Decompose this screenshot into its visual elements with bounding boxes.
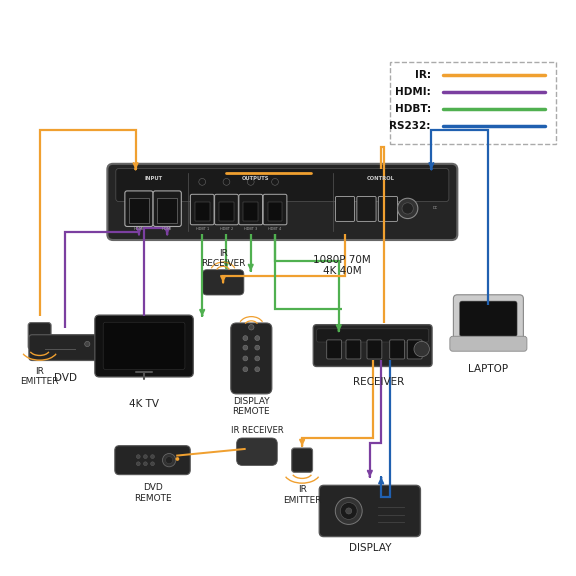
- Circle shape: [199, 179, 206, 185]
- Text: IR
RECEIVER: IR RECEIVER: [201, 249, 245, 268]
- FancyBboxPatch shape: [460, 301, 517, 337]
- FancyBboxPatch shape: [231, 323, 272, 394]
- FancyBboxPatch shape: [157, 198, 177, 222]
- Text: DVD: DVD: [54, 373, 77, 383]
- Circle shape: [223, 179, 230, 185]
- FancyBboxPatch shape: [215, 194, 238, 225]
- FancyBboxPatch shape: [195, 202, 210, 221]
- FancyBboxPatch shape: [367, 340, 382, 359]
- Circle shape: [143, 454, 147, 458]
- FancyBboxPatch shape: [335, 196, 355, 221]
- FancyBboxPatch shape: [28, 323, 51, 350]
- Circle shape: [162, 453, 176, 467]
- Circle shape: [255, 336, 260, 340]
- Text: RS232:: RS232:: [389, 121, 431, 131]
- FancyBboxPatch shape: [357, 196, 376, 221]
- Circle shape: [151, 462, 154, 465]
- Text: HDBT 3: HDBT 3: [244, 227, 257, 231]
- Text: DISPLAY: DISPLAY: [348, 543, 391, 552]
- Circle shape: [272, 179, 278, 185]
- Text: HDMI:: HDMI:: [395, 87, 431, 97]
- FancyBboxPatch shape: [346, 340, 361, 359]
- FancyBboxPatch shape: [95, 315, 194, 377]
- Text: IR RECEIVER: IR RECEIVER: [230, 426, 283, 435]
- FancyBboxPatch shape: [291, 448, 313, 472]
- FancyBboxPatch shape: [378, 196, 397, 221]
- Circle shape: [247, 179, 254, 185]
- FancyBboxPatch shape: [263, 194, 287, 225]
- FancyBboxPatch shape: [389, 62, 556, 144]
- Text: DVD
REMOTE: DVD REMOTE: [134, 483, 171, 503]
- Circle shape: [255, 356, 260, 361]
- FancyBboxPatch shape: [202, 270, 244, 295]
- Circle shape: [346, 508, 352, 514]
- FancyBboxPatch shape: [450, 336, 527, 351]
- Circle shape: [176, 457, 179, 461]
- FancyBboxPatch shape: [317, 329, 429, 342]
- FancyBboxPatch shape: [115, 446, 190, 475]
- Text: 1080P 70M
4K 40M: 1080P 70M 4K 40M: [313, 255, 371, 276]
- FancyBboxPatch shape: [319, 486, 420, 537]
- Circle shape: [255, 345, 260, 350]
- Text: HDBT 2: HDBT 2: [220, 227, 233, 231]
- Circle shape: [243, 336, 248, 340]
- FancyBboxPatch shape: [153, 191, 181, 226]
- Text: HDBT 1: HDBT 1: [196, 227, 209, 231]
- Circle shape: [397, 198, 418, 218]
- Text: CONTROL: CONTROL: [366, 176, 395, 181]
- Text: DISPLAY
REMOTE: DISPLAY REMOTE: [233, 397, 270, 416]
- Text: HDMI: HDMI: [162, 227, 172, 231]
- Text: HDMI: HDMI: [134, 227, 144, 231]
- Text: LAPTOP: LAPTOP: [468, 363, 509, 374]
- Circle shape: [85, 342, 90, 347]
- FancyBboxPatch shape: [239, 194, 263, 225]
- FancyBboxPatch shape: [313, 325, 432, 366]
- Text: HDBT:: HDBT:: [395, 104, 431, 114]
- Circle shape: [243, 356, 248, 361]
- Circle shape: [414, 342, 429, 357]
- FancyBboxPatch shape: [219, 202, 234, 221]
- FancyBboxPatch shape: [125, 191, 153, 226]
- Circle shape: [243, 345, 248, 350]
- FancyBboxPatch shape: [327, 340, 342, 359]
- FancyBboxPatch shape: [244, 202, 258, 221]
- FancyBboxPatch shape: [190, 194, 214, 225]
- FancyBboxPatch shape: [407, 340, 422, 359]
- Text: IR
EMITTER: IR EMITTER: [20, 367, 59, 386]
- Text: HDBT 4: HDBT 4: [268, 227, 282, 231]
- FancyBboxPatch shape: [390, 340, 404, 359]
- Circle shape: [402, 203, 414, 214]
- Text: RECEIVER: RECEIVER: [353, 377, 404, 387]
- FancyBboxPatch shape: [29, 335, 101, 361]
- Text: INPUT: INPUT: [145, 176, 162, 181]
- Circle shape: [340, 502, 357, 520]
- Circle shape: [137, 454, 140, 458]
- Circle shape: [255, 367, 260, 372]
- FancyBboxPatch shape: [129, 198, 149, 222]
- Circle shape: [165, 457, 173, 464]
- Text: IR
EMITTER: IR EMITTER: [283, 486, 321, 505]
- Circle shape: [335, 498, 362, 524]
- Text: IR:: IR:: [415, 70, 431, 80]
- FancyBboxPatch shape: [453, 295, 524, 343]
- Circle shape: [137, 462, 140, 465]
- FancyBboxPatch shape: [107, 164, 457, 240]
- FancyBboxPatch shape: [103, 322, 185, 369]
- Circle shape: [249, 325, 254, 330]
- FancyBboxPatch shape: [116, 169, 449, 202]
- Circle shape: [143, 462, 147, 465]
- FancyBboxPatch shape: [268, 202, 282, 221]
- FancyBboxPatch shape: [237, 438, 277, 465]
- Circle shape: [151, 454, 154, 458]
- Text: 4K TV: 4K TV: [129, 399, 159, 409]
- Circle shape: [243, 367, 248, 372]
- Text: OUTPUTS: OUTPUTS: [241, 176, 269, 181]
- Text: DC: DC: [432, 206, 437, 210]
